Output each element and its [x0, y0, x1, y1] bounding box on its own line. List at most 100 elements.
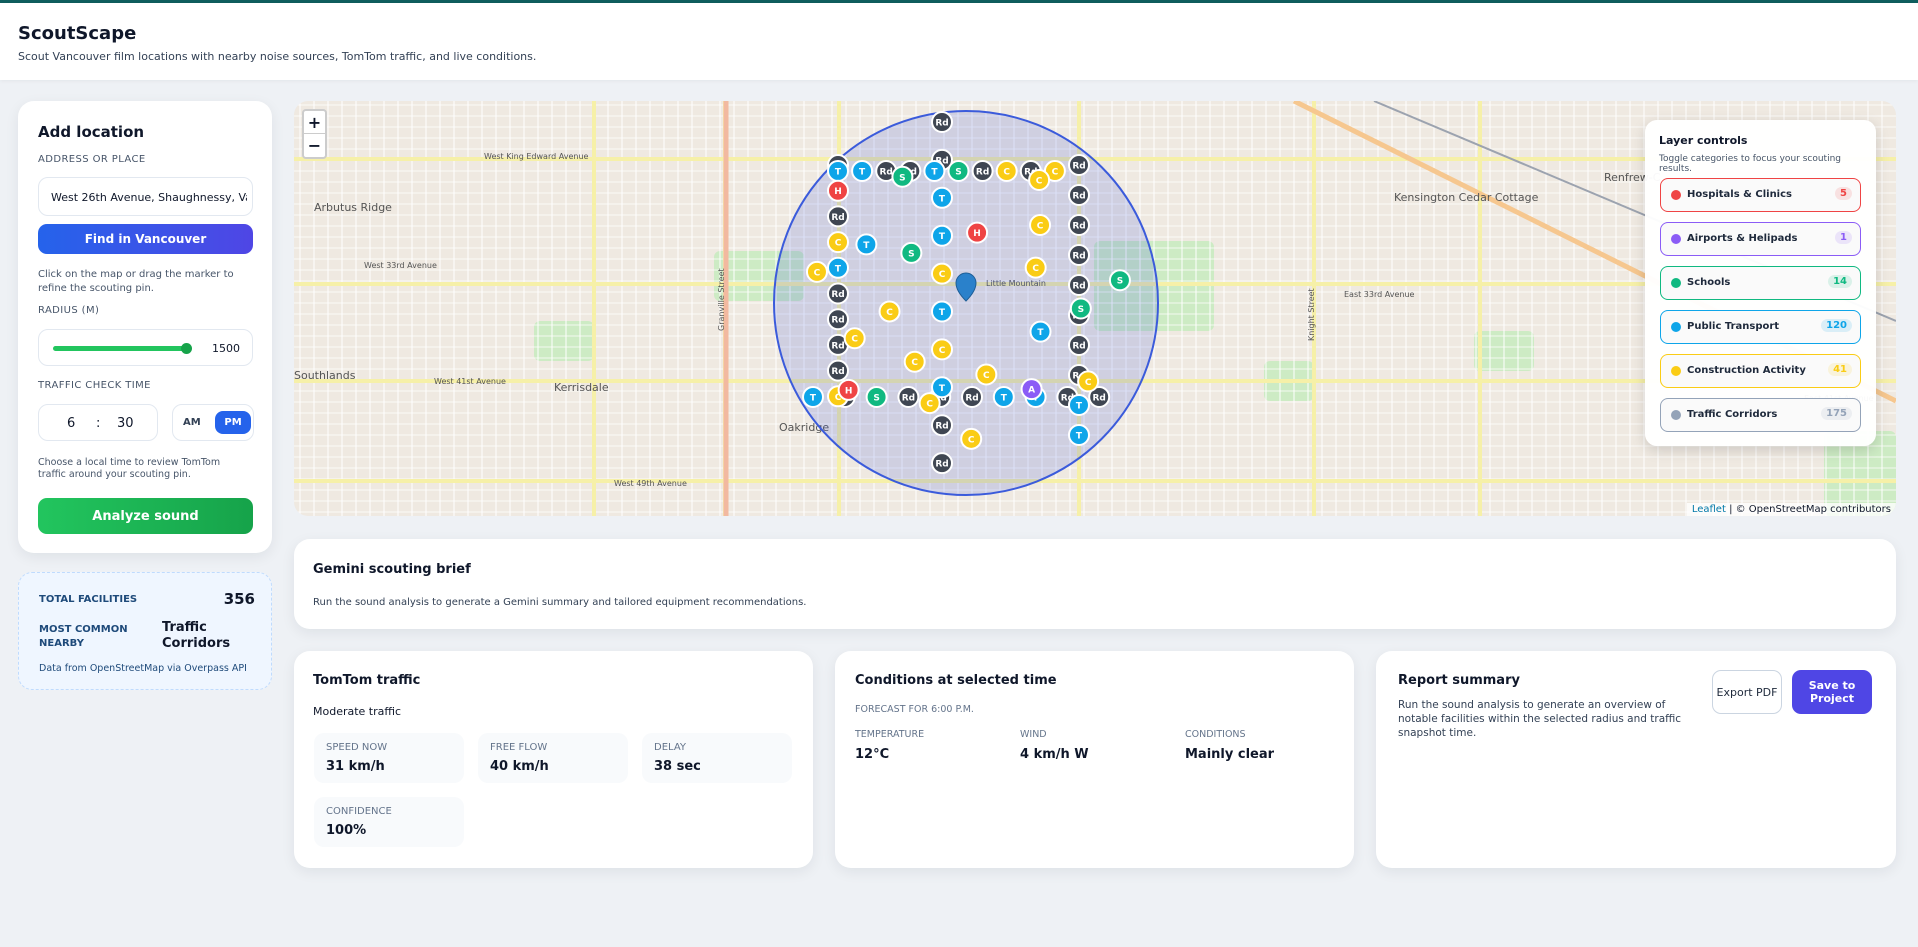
map-canvas[interactable]: West King Edward Avenue Arbutus Ridge West…: [294, 101, 1896, 516]
map-marker[interactable]: C: [931, 262, 953, 285]
am-option[interactable]: AM: [183, 417, 201, 428]
map-marker[interactable]: Rd: [827, 282, 849, 305]
map-marker[interactable]: C: [1028, 168, 1051, 191]
park: [534, 321, 594, 361]
map-marker[interactable]: C: [843, 327, 866, 350]
map-marker[interactable]: T: [992, 386, 1015, 408]
marker-dot: [1029, 320, 1052, 343]
map-marker[interactable]: C: [931, 338, 953, 361]
conditions-title: Conditions at selected time: [855, 673, 1057, 688]
map-marker[interactable]: C: [975, 363, 998, 386]
map-marker[interactable]: Rd: [827, 205, 849, 228]
map-marker[interactable]: S: [1069, 297, 1092, 320]
map-marker[interactable]: Rd: [1068, 214, 1090, 236]
analyze-button[interactable]: Analyze sound: [38, 498, 253, 534]
marker-letter: Rd: [1072, 342, 1085, 352]
map-marker[interactable]: H: [837, 378, 860, 401]
marker-letter: C: [983, 371, 990, 381]
find-button[interactable]: Find in Vancouver: [38, 224, 253, 254]
marker-letter: S: [908, 249, 914, 259]
map-marker[interactable]: A: [1020, 378, 1043, 401]
map-marker[interactable]: T: [1068, 394, 1090, 416]
map-marker[interactable]: Rd: [931, 111, 953, 133]
map-marker[interactable]: Rd: [931, 414, 953, 437]
metric-label: SPEED NOW: [326, 742, 388, 753]
marker-dot: [1069, 297, 1092, 320]
map-marker[interactable]: Rd: [1088, 386, 1111, 408]
map-marker[interactable]: C: [1029, 213, 1052, 236]
export-button[interactable]: Export PDF: [1712, 670, 1782, 714]
map-label: West 41st Avenue: [434, 377, 506, 386]
report-text: Run the sound analysis to generate an ov…: [1398, 699, 1682, 739]
map-marker[interactable]: Rd: [897, 386, 920, 408]
map-marker[interactable]: T: [827, 160, 849, 182]
radius-thumb[interactable]: [181, 343, 192, 354]
layer-toggle[interactable]: Hospitals & Clinics 5: [1660, 178, 1861, 212]
marker-dot: [827, 256, 849, 279]
map-marker[interactable]: C: [1077, 370, 1100, 393]
map-marker[interactable]: T: [851, 160, 874, 182]
layer-toggle[interactable]: Airports & Helipads 1: [1660, 222, 1861, 256]
map-marker[interactable]: T: [1068, 424, 1090, 446]
marker-letter: C: [1036, 176, 1043, 186]
marker-letter: C: [851, 335, 858, 345]
condition-value: 4 km/h W: [1020, 747, 1089, 762]
map-marker[interactable]: C: [960, 427, 983, 450]
zoom-control: + −: [302, 109, 327, 159]
map-marker[interactable]: T: [802, 386, 824, 408]
map-marker[interactable]: T: [923, 160, 946, 182]
zoom-in[interactable]: +: [304, 111, 325, 134]
layer-toggle[interactable]: Schools 14: [1660, 266, 1861, 300]
layer-toggle[interactable]: Construction Activity 41: [1660, 354, 1861, 388]
map-marker[interactable]: Rd: [827, 308, 849, 331]
marker-dot: [931, 186, 953, 209]
map-marker[interactable]: T: [1029, 320, 1052, 343]
leaflet-link[interactable]: Leaflet: [1691, 504, 1726, 515]
time-input[interactable]: 6 : 30: [38, 404, 158, 441]
map-marker[interactable]: T: [931, 186, 953, 209]
map-marker[interactable]: S: [865, 386, 888, 408]
map-marker[interactable]: Rd: [827, 359, 849, 382]
map-marker[interactable]: T: [931, 300, 953, 323]
map-marker[interactable]: C: [827, 231, 849, 254]
map-marker[interactable]: H: [966, 221, 989, 244]
marker-dot: [827, 205, 849, 228]
marker-dot: [897, 386, 920, 408]
map-marker[interactable]: Rd: [931, 452, 953, 475]
map-marker[interactable]: T: [827, 256, 849, 279]
map-marker[interactable]: Rd: [1068, 274, 1090, 296]
pm-option[interactable]: PM: [215, 411, 251, 434]
map-marker[interactable]: Rd: [961, 386, 983, 408]
zoom-out[interactable]: −: [307, 136, 322, 155]
map-marker[interactable]: Rd: [1068, 334, 1090, 356]
map-marker[interactable]: T: [931, 224, 953, 247]
marker-letter: H: [834, 187, 842, 197]
map-marker[interactable]: C: [903, 350, 926, 373]
map-marker[interactable]: S: [947, 160, 970, 182]
map-marker[interactable]: S: [900, 241, 923, 264]
map-marker[interactable]: T: [931, 376, 953, 399]
map-marker[interactable]: Rd: [1068, 184, 1090, 206]
map-marker[interactable]: C: [878, 300, 901, 323]
map-marker[interactable]: C: [995, 160, 1018, 182]
save-button[interactable]: Save to Project: [1792, 670, 1872, 714]
map-marker[interactable]: S: [1108, 269, 1131, 292]
map-marker[interactable]: C: [1024, 256, 1047, 279]
map-marker[interactable]: H: [827, 179, 849, 202]
map-marker[interactable]: Rd: [971, 160, 994, 182]
layer-dot: [1671, 410, 1681, 420]
map[interactable]: West King Edward Avenue Arbutus Ridge West…: [294, 101, 1896, 516]
traffic-title: TomTom traffic: [313, 673, 421, 688]
map-marker[interactable]: C: [805, 260, 828, 283]
map-marker[interactable]: Rd: [1068, 244, 1090, 266]
map-marker[interactable]: T: [855, 233, 878, 256]
layer-toggle[interactable]: Public Transport 120: [1660, 310, 1861, 344]
marker-dot: [931, 300, 953, 323]
map-marker[interactable]: S: [891, 165, 914, 188]
map-marker[interactable]: C: [918, 392, 941, 415]
marker-letter: Rd: [831, 341, 844, 351]
address-input[interactable]: West 26th Avenue, Shaughnessy, Van: [38, 177, 253, 216]
layer-toggle[interactable]: Traffic Corridors 175: [1660, 398, 1861, 432]
map-marker[interactable]: Rd: [1068, 154, 1090, 176]
